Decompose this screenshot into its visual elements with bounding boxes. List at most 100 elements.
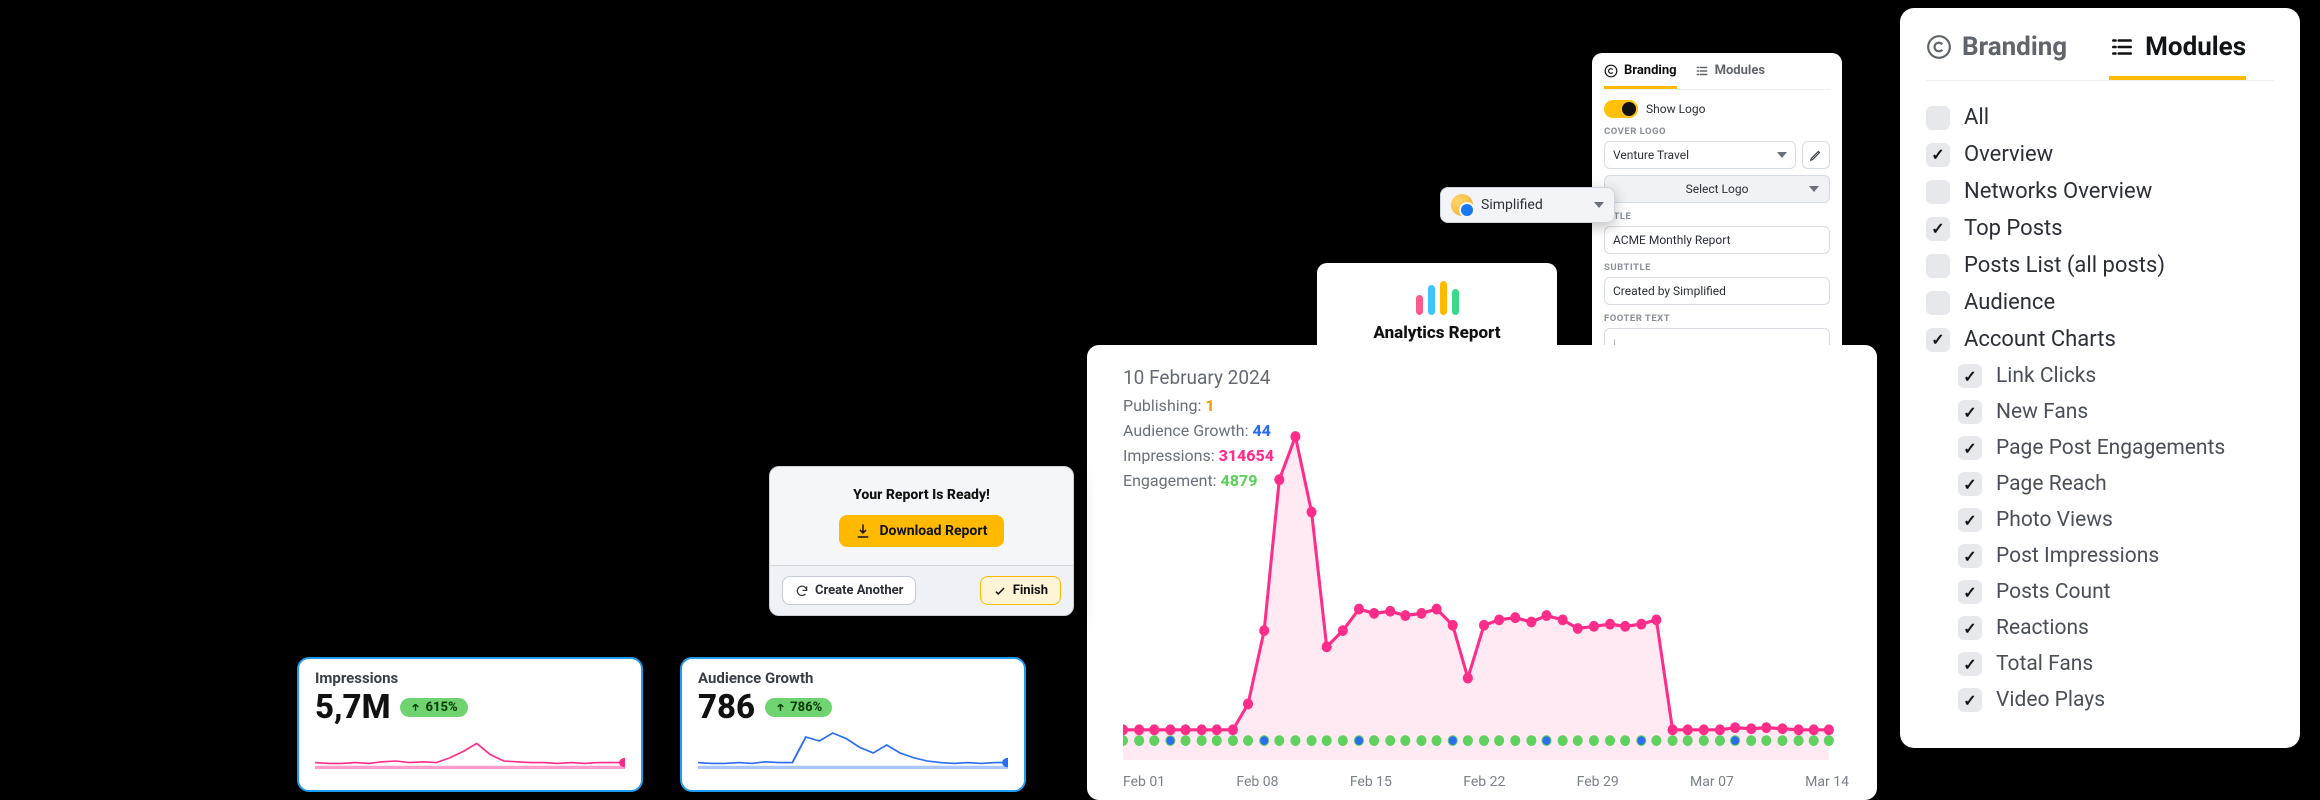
title-value: ACME Monthly Report [1613, 233, 1731, 247]
tab-modules-label: Modules [2145, 32, 2246, 62]
branding-tabs: Branding Modules [1604, 63, 1830, 90]
impressions-tile: Impressions 5,7M 615% [297, 657, 643, 792]
module-item-label: Page Post Engagements [1996, 436, 2225, 460]
module-item-label: Post Impressions [1996, 544, 2159, 568]
show-logo-label: Show Logo [1646, 102, 1705, 116]
tab-modules[interactable]: Modules [2109, 32, 2246, 80]
engagement-value: 4879 [1221, 471, 1258, 490]
module-item-label: Top Posts [1964, 216, 2063, 241]
list-icon [1695, 64, 1709, 78]
module-item-label: Link Clicks [1996, 364, 2096, 388]
module-item-label: Networks Overview [1964, 179, 2152, 204]
module-item[interactable]: Post Impressions [1926, 538, 2274, 574]
checkbox[interactable] [1958, 616, 1982, 640]
download-report-button[interactable]: Download Report [839, 515, 1003, 547]
report-ready-title: Your Report Is Ready! [788, 487, 1055, 503]
panel-tabs: Branding Modules [1926, 32, 2274, 81]
x-axis-tick: Feb 01 [1123, 774, 1165, 790]
module-item-label: Video Plays [1996, 688, 2105, 712]
checkbox[interactable] [1958, 652, 1982, 676]
finish-button[interactable]: Finish [980, 576, 1061, 605]
cover-logo-select[interactable]: Venture Travel [1604, 141, 1796, 169]
module-item[interactable]: Photo Views [1926, 502, 2274, 538]
cover-select-logo[interactable]: Select Logo [1604, 175, 1830, 203]
tile-label: Impressions [315, 669, 625, 687]
checkbox[interactable] [1958, 580, 1982, 604]
module-item-label: Audience [1964, 290, 2055, 315]
module-item[interactable]: Video Plays [1926, 682, 2274, 718]
module-item[interactable]: Reactions [1926, 610, 2274, 646]
trend-badge: 786% [765, 698, 832, 717]
checkbox[interactable] [1926, 217, 1950, 241]
create-another-button[interactable]: Create Another [782, 576, 916, 605]
checkbox[interactable] [1958, 544, 1982, 568]
branding-tab-branding[interactable]: Branding [1604, 63, 1677, 89]
module-item-label: Account Charts [1964, 327, 2116, 352]
module-item[interactable]: Top Posts [1926, 210, 2274, 247]
sparkline [315, 729, 625, 773]
checkbox[interactable] [1926, 180, 1950, 204]
cover-logo-edit-button[interactable] [1802, 141, 1830, 169]
checkbox[interactable] [1958, 400, 1982, 424]
cover-logo-label: COVER LOGO [1604, 126, 1830, 137]
checkbox[interactable] [1958, 508, 1982, 532]
check-icon [993, 584, 1007, 598]
publishing-value: 1 [1205, 396, 1214, 415]
module-item[interactable]: Overview [1926, 136, 2274, 173]
tile-value: 5,7M [315, 688, 390, 727]
module-item[interactable]: Account Charts [1926, 321, 2274, 358]
publishing-label: Publishing: [1123, 396, 1201, 415]
module-item[interactable]: All [1926, 99, 2274, 136]
module-item[interactable]: New Fans [1926, 394, 2274, 430]
copyright-icon [1926, 34, 1952, 60]
branding-tab-modules[interactable]: Modules [1695, 63, 1765, 89]
module-item[interactable]: Page Post Engagements [1926, 430, 2274, 466]
checkbox[interactable] [1958, 472, 1982, 496]
module-item[interactable]: Posts List (all posts) [1926, 247, 2274, 284]
copyright-icon [1604, 64, 1618, 78]
module-item[interactable]: Audience [1926, 284, 2274, 321]
download-icon [855, 523, 871, 539]
select-logo-label: Select Logo [1686, 182, 1749, 196]
title-label: TITLE [1604, 211, 1830, 222]
tab-branding[interactable]: Branding [1926, 32, 2067, 80]
checkbox[interactable] [1926, 328, 1950, 352]
checkbox[interactable] [1958, 436, 1982, 460]
cover-logo-value: Venture Travel [1613, 148, 1689, 162]
title-input[interactable]: ACME Monthly Report [1604, 226, 1830, 254]
module-item[interactable]: Posts Count [1926, 574, 2274, 610]
module-item[interactable]: Page Reach [1926, 466, 2274, 502]
x-axis-tick: Mar 07 [1690, 774, 1734, 790]
impressions-chart: 10 February 2024 Publishing: 1 Audience … [1087, 345, 1877, 800]
modules-panel: Branding Modules All Overview Networks Ove… [1900, 8, 2300, 748]
chevron-down-icon [1594, 202, 1604, 208]
module-item-label: Overview [1964, 142, 2053, 167]
module-item[interactable]: Link Clicks [1926, 358, 2274, 394]
checkbox[interactable] [1926, 143, 1950, 167]
module-item-label: Page Reach [1996, 472, 2107, 496]
checkbox[interactable] [1958, 688, 1982, 712]
account-selector[interactable]: Simplified [1440, 187, 1615, 223]
subtitle-input[interactable]: Created by Simplified [1604, 277, 1830, 305]
module-item-label: Reactions [1996, 616, 2089, 640]
chevron-down-icon [1809, 186, 1819, 192]
show-logo-toggle[interactable] [1604, 100, 1638, 118]
arrow-up-icon [410, 702, 421, 713]
x-axis-tick: Feb 29 [1577, 774, 1619, 790]
audience-tile: Audience Growth 786 786% [680, 657, 1026, 792]
checkbox[interactable] [1958, 364, 1982, 388]
show-logo-toggle-row: Show Logo [1604, 100, 1830, 118]
trend-value: 615% [425, 700, 457, 715]
account-avatar-icon [1451, 194, 1473, 216]
arrow-up-icon [775, 702, 786, 713]
create-another-label: Create Another [815, 583, 903, 598]
module-item[interactable]: Total Fans [1926, 646, 2274, 682]
subtitle-label: SUBTITLE [1604, 262, 1830, 273]
audience-label: Audience Growth: [1123, 421, 1248, 440]
module-item[interactable]: Networks Overview [1926, 173, 2274, 210]
account-name: Simplified [1481, 197, 1543, 213]
x-axis-tick: Mar 14 [1805, 774, 1849, 790]
checkbox[interactable] [1926, 291, 1950, 315]
checkbox[interactable] [1926, 254, 1950, 278]
checkbox[interactable] [1926, 106, 1950, 130]
